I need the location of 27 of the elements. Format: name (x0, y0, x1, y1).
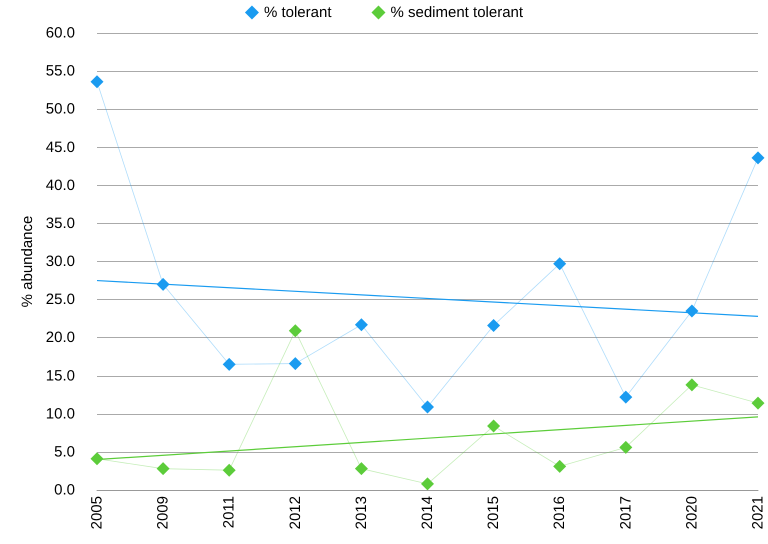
x-tick-label: 2017 (617, 496, 634, 530)
y-tick-label: 15.0 (46, 367, 75, 384)
y-tick-label: 10.0 (46, 405, 75, 422)
legend-label: % sediment tolerant (390, 4, 524, 21)
y-tick-label: 30.0 (46, 253, 75, 270)
x-tick-label: 2020 (683, 496, 700, 530)
x-tick-label: 2009 (154, 496, 172, 530)
y-tick-label: 60.0 (46, 24, 75, 42)
y-tick-label: 20.0 (46, 329, 75, 346)
legend-label: % tolerant (264, 4, 332, 21)
x-tick-label: 2012 (286, 496, 304, 530)
x-tick-label: 2015 (485, 496, 502, 530)
x-tick-label: 2011 (220, 496, 238, 528)
y-tick-label: 25.0 (46, 291, 75, 308)
x-tick-label: 2005 (88, 496, 106, 530)
y-tick-label: 40.0 (46, 176, 75, 194)
x-tick-label: 2013 (352, 496, 370, 530)
x-tick-label: 2016 (551, 496, 568, 530)
y-tick-label: 5.0 (54, 443, 75, 460)
x-tick-label: 2014 (419, 496, 436, 530)
y-axis-title: % abundance (18, 216, 36, 308)
x-tick-label: 2021 (750, 496, 766, 530)
y-tick-label: 50.0 (46, 100, 75, 118)
y-tick-label: 0.0 (54, 482, 75, 498)
y-tick-label: 55.0 (46, 62, 75, 80)
y-tick-label: 45.0 (46, 138, 75, 156)
y-tick-label: 35.0 (46, 214, 75, 232)
